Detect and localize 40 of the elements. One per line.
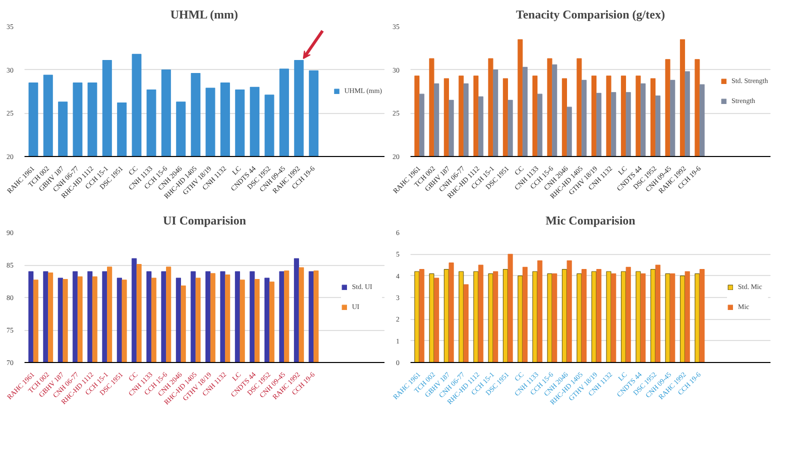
bar bbox=[665, 273, 670, 362]
bar bbox=[493, 271, 498, 362]
bar bbox=[576, 273, 582, 362]
bar bbox=[620, 271, 626, 362]
bar bbox=[680, 276, 686, 362]
bar bbox=[655, 264, 660, 362]
bar bbox=[626, 266, 631, 362]
bar bbox=[518, 276, 523, 362]
chart-title: UI Comparision bbox=[162, 214, 246, 228]
chart-title: Mic Comparision bbox=[546, 214, 636, 228]
bar bbox=[508, 254, 513, 362]
bar bbox=[684, 271, 690, 362]
bar bbox=[532, 271, 538, 362]
bar bbox=[700, 269, 705, 362]
bar bbox=[582, 269, 587, 362]
bar bbox=[606, 271, 612, 362]
bar bbox=[478, 264, 484, 362]
bar bbox=[591, 271, 597, 362]
bar bbox=[488, 273, 494, 362]
bar bbox=[464, 284, 469, 362]
bar bbox=[596, 269, 602, 362]
bar bbox=[566, 260, 572, 362]
bar bbox=[640, 273, 646, 362]
bar bbox=[636, 271, 641, 362]
bar bbox=[611, 273, 616, 362]
bar bbox=[650, 269, 656, 362]
bar bbox=[522, 266, 528, 362]
bar bbox=[458, 271, 464, 362]
bar bbox=[670, 273, 676, 362]
bar bbox=[419, 269, 424, 362]
bar bbox=[434, 278, 440, 362]
chart-title: Tenacity Comparision (g/tex) bbox=[516, 8, 665, 22]
bar bbox=[694, 273, 700, 362]
bar bbox=[429, 273, 434, 362]
bar bbox=[537, 260, 542, 362]
bar bbox=[552, 273, 558, 362]
bar bbox=[547, 273, 552, 362]
bar bbox=[448, 262, 454, 362]
bar bbox=[562, 269, 567, 362]
chart-title: UHML (mm) bbox=[170, 8, 238, 22]
